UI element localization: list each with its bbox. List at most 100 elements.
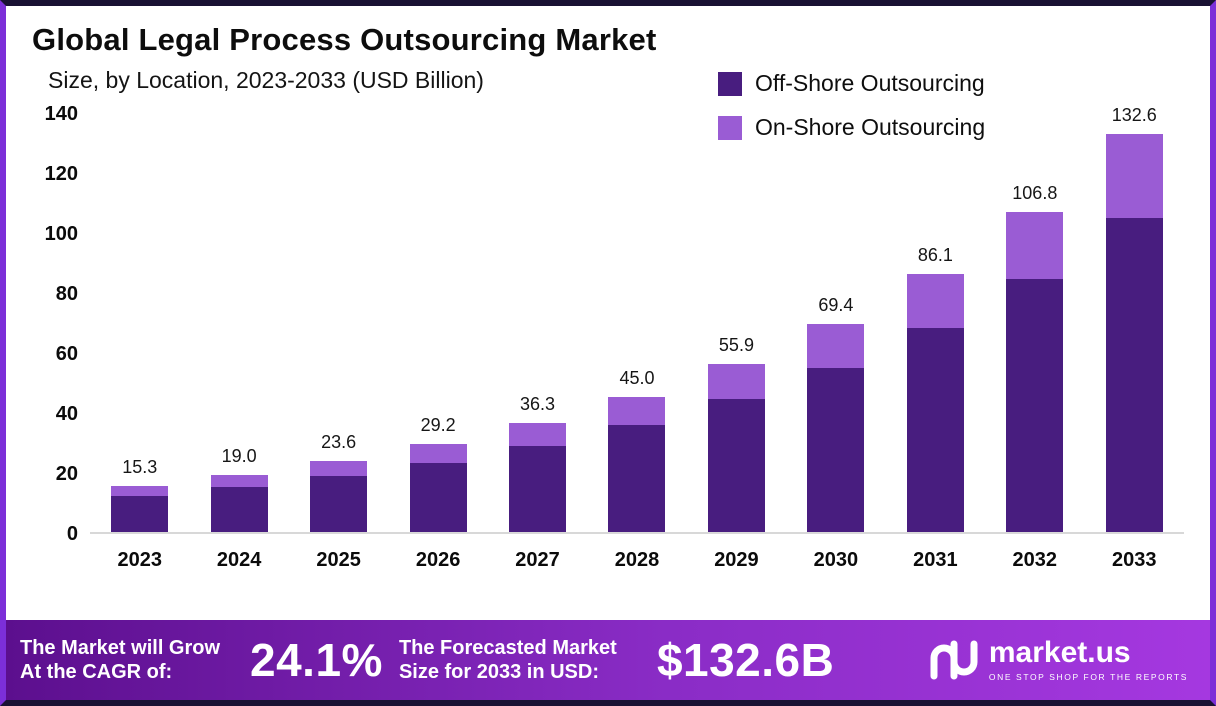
- forecast-value: $132.6B: [656, 634, 835, 686]
- x-axis-label: 2032: [1012, 549, 1058, 571]
- stacked-bar: [509, 423, 567, 532]
- y-tick-label: 120: [44, 163, 78, 185]
- stacked-bar: [1006, 211, 1064, 532]
- stacked-bar: [707, 364, 765, 532]
- bar-value-label: 132.6: [1111, 105, 1157, 126]
- plot-wrap: 15.3 19.0 23.6 29.2 36.3 45.0 55.9 69.4 86.1 106.…: [90, 105, 1184, 572]
- bar-column: 15.3: [90, 114, 189, 532]
- y-tick-label: 20: [55, 463, 78, 485]
- x-axis-label: 2026: [415, 549, 461, 571]
- bar-value-label: 55.9: [718, 335, 754, 356]
- bar-column: 86.1: [886, 114, 985, 532]
- bar-value-label: 29.2: [420, 415, 456, 436]
- stacked-bar: [608, 397, 666, 532]
- legend-item-onshore: On-Shore Outsourcing: [718, 114, 985, 141]
- brand-name: market.us: [988, 636, 1131, 669]
- stacked-bar: [409, 444, 467, 532]
- x-axis-label: 2033: [1112, 549, 1157, 571]
- offshore-swatch-icon: [718, 71, 742, 96]
- forecast-label: The Forecasted Market Size for 2033 in U…: [398, 636, 617, 683]
- brand-text: market.us ONE STOP SHOP FOR THE REPORTS: [988, 636, 1188, 683]
- bar-column: 45.0: [587, 114, 686, 532]
- y-tick-label: 40: [55, 403, 78, 425]
- offshore-segment: [210, 487, 268, 532]
- onshore-segment: [1006, 211, 1064, 279]
- onshore-segment: [707, 364, 765, 400]
- stacked-bar: [310, 461, 368, 532]
- y-tick-label: 100: [44, 223, 78, 245]
- legend-item-offshore: Off-Shore Outsourcing: [718, 70, 985, 97]
- x-axis-label: 2030: [813, 549, 859, 571]
- x-axis-label: 2029: [714, 549, 759, 571]
- stacked-bar: [906, 273, 964, 532]
- x-axis-label: 2028: [614, 549, 660, 571]
- chart-legend: Off-Shore Outsourcing On-Shore Outsourci…: [718, 70, 985, 141]
- onshore-segment: [608, 397, 666, 426]
- footer-band: The Market will Grow At the CAGR of: 24.…: [6, 620, 1210, 700]
- plot-area: 15.3 19.0 23.6 29.2 36.3 45.0 55.9 69.4 86.1 106.…: [90, 105, 1184, 534]
- stacked-bar: [1105, 134, 1163, 532]
- onshore-segment: [1105, 134, 1163, 218]
- brand-block: market.us ONE STOP SHOP FOR THE REPORTS: [927, 638, 1196, 682]
- onshore-segment: [409, 444, 467, 463]
- bar-column: 106.8: [985, 114, 1084, 532]
- marketus-logo-icon: [930, 640, 978, 680]
- chart-subtitle: Size, by Location, 2023-2033 (USD Billio…: [48, 67, 484, 93]
- cagr-value: 24.1%: [250, 634, 383, 686]
- onshore-swatch-icon: [718, 115, 742, 140]
- bar-chart: 0 20 40 60 80 100 120 140 15.3 19.0 23.6 29.2 36.3 4…: [32, 103, 1184, 572]
- bar-column: 23.6: [289, 114, 388, 532]
- stacked-bar: [210, 475, 268, 532]
- brand-tagline: ONE STOP SHOP FOR THE REPORTS: [988, 672, 1188, 682]
- y-axis: 0 20 40 60 80 100 120 140: [32, 103, 90, 545]
- bar-column: 29.2: [388, 114, 487, 532]
- x-axis-label: 2023: [117, 549, 162, 571]
- bar-column: 36.3: [488, 114, 587, 532]
- onshore-segment: [906, 273, 964, 328]
- offshore-segment: [1006, 278, 1064, 532]
- stacked-bar: [111, 486, 169, 532]
- bar-column: 19.0: [189, 114, 288, 532]
- cagr-label: The Market will Grow At the CAGR of:: [20, 636, 221, 683]
- offshore-segment: [807, 367, 865, 532]
- offshore-segment: [1105, 217, 1163, 532]
- legend-label-onshore: On-Shore Outsourcing: [755, 114, 986, 140]
- x-axis-label: 2025: [316, 549, 361, 571]
- bar-value-label: 106.8: [1012, 182, 1058, 203]
- onshore-segment: [310, 461, 368, 477]
- x-axis: 2023 2024 2025 2026 2027 2028 2029 2030 2031 2032…: [90, 549, 1184, 572]
- y-tick-label: 140: [44, 103, 78, 125]
- y-tick-label: 60: [55, 343, 78, 365]
- y-tick-label: 0: [66, 523, 78, 545]
- y-tick-label: 80: [55, 283, 78, 305]
- offshore-segment: [906, 328, 964, 532]
- chart-panel: Global Legal Process Outsourcing Market …: [6, 6, 1210, 620]
- x-axis-label: 2024: [216, 549, 262, 571]
- x-axis-label: 2031: [913, 549, 958, 571]
- x-axis-label: 2027: [515, 549, 560, 571]
- offshore-segment: [111, 495, 169, 532]
- bar-value-label: 15.3: [122, 457, 158, 478]
- offshore-segment: [310, 476, 368, 532]
- onshore-segment: [509, 423, 567, 446]
- legend-label-offshore: Off-Shore Outsourcing: [755, 70, 985, 96]
- bar-value-label: 19.0: [221, 446, 257, 466]
- page-title: Global Legal Process Outsourcing Market: [32, 22, 657, 57]
- offshore-segment: [409, 462, 467, 532]
- onshore-segment: [807, 323, 865, 368]
- stacked-bar: [807, 323, 865, 532]
- offshore-segment: [608, 425, 666, 532]
- bar-value-label: 69.4: [818, 294, 854, 315]
- bar-value-label: 45.0: [619, 368, 655, 389]
- offshore-segment: [707, 399, 765, 532]
- offshore-segment: [509, 445, 567, 532]
- onshore-segment: [210, 475, 268, 487]
- bar-value-label: 86.1: [917, 244, 953, 265]
- onshore-segment: [111, 486, 169, 496]
- bar-value-label: 23.6: [321, 432, 357, 453]
- bar-value-label: 36.3: [520, 394, 556, 415]
- bar-column: 132.6: [1085, 105, 1184, 532]
- bar-column: 69.4: [786, 114, 885, 532]
- bar-column: 55.9: [687, 114, 786, 532]
